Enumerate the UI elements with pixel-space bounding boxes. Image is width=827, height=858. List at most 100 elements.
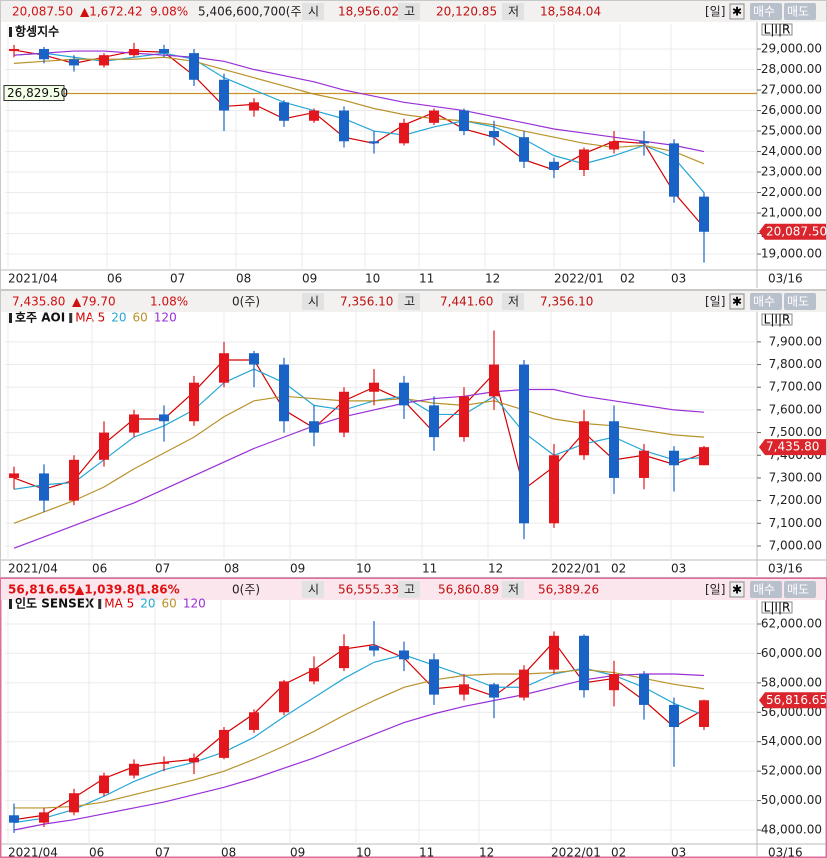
x-tick-label: 07: [170, 272, 185, 286]
header-item: 56,555.33: [338, 583, 399, 597]
candle-body: [189, 53, 199, 80]
y-tick-label: 7,800.00: [769, 357, 822, 371]
y-tick-label: 26,000.00: [761, 103, 822, 117]
candle-body: [249, 353, 259, 365]
header-label-box: [398, 293, 420, 310]
last-price-label: 7,435.80: [766, 440, 819, 454]
candle-body: [369, 646, 379, 651]
candle-body: [489, 364, 499, 397]
sell-button[interactable]: [784, 3, 816, 20]
header-item[interactable]: 매수: [753, 295, 775, 309]
header-label-box: [302, 581, 324, 598]
header-item[interactable]: [일]: [705, 5, 725, 19]
candle-body: [159, 414, 169, 422]
settings-icon[interactable]: [729, 3, 745, 20]
header-item[interactable]: 매수: [753, 5, 775, 19]
candle-body: [579, 149, 589, 170]
x-tick-label: 09: [302, 272, 317, 286]
header-item: 시: [308, 583, 319, 597]
header-item[interactable]: [일]: [705, 583, 725, 597]
header-item: 7,441.60: [440, 295, 493, 309]
title-marker: [9, 599, 12, 609]
candle-body: [189, 757, 199, 763]
candle-body: [39, 812, 49, 823]
axis-date: 03/16: [768, 272, 803, 286]
header-label-box: [502, 293, 524, 310]
candle-body: [609, 141, 619, 150]
candle-body: [669, 450, 679, 466]
header-item: 시: [308, 295, 319, 309]
settings-icon[interactable]: [729, 293, 745, 310]
y-tick-label: 28,000.00: [761, 62, 822, 76]
last-price-box: [759, 223, 826, 240]
last-price-label: 20,087.50: [766, 224, 827, 238]
x-tick-label: 11: [419, 272, 434, 286]
buy-button[interactable]: [750, 293, 782, 310]
header-item[interactable]: [일]: [705, 295, 725, 309]
header-item: 0(주): [232, 295, 260, 309]
y-tick-label: 7,300.00: [769, 470, 822, 484]
lir-glyph: L|I|R: [764, 313, 791, 327]
y-tick-label: 60,000.00: [761, 646, 822, 660]
legend-entry: MA 5: [75, 311, 105, 325]
y-tick-label: 7,700.00: [769, 380, 822, 394]
x-tick-label: 12: [479, 846, 494, 858]
chart-title: 항셍지수: [15, 24, 59, 39]
reference-label: 26,829.50: [7, 86, 68, 100]
legend-marker: [69, 313, 73, 323]
x-tick-label: 03: [671, 562, 686, 576]
candle-body: [309, 421, 319, 433]
header-item: 고: [404, 5, 415, 19]
x-tick-label: 03: [671, 272, 686, 286]
header-item[interactable]: 매수: [753, 583, 775, 597]
candle-body: [159, 762, 169, 764]
axis-date: 03/16: [768, 562, 803, 576]
header-item[interactable]: 매도: [787, 5, 809, 19]
lir-glyph: L|I|R: [764, 23, 791, 37]
sell-button[interactable]: [784, 581, 816, 598]
header-item: 7,435.80: [12, 295, 65, 309]
candle-body: [669, 143, 679, 197]
sell-button[interactable]: [784, 293, 816, 310]
y-tick-label: 48,000.00: [761, 822, 822, 836]
candle-body: [429, 110, 439, 123]
x-tick-label: 12: [488, 562, 503, 576]
x-tick-label: 09: [290, 562, 305, 576]
header-item: 고: [404, 583, 415, 597]
header-item: 고: [404, 295, 415, 309]
settings-glyph: ✱: [732, 5, 742, 19]
candle-body: [609, 421, 619, 478]
y-tick-label: 7,500.00: [769, 425, 822, 439]
candle-body: [519, 669, 529, 698]
y-tick-label: 27,000.00: [761, 83, 822, 97]
y-tick-label: 7,900.00: [769, 334, 822, 348]
legend-entry: 60: [133, 311, 148, 325]
moving-average: [13, 56, 705, 165]
lir-icon: [761, 23, 793, 36]
y-tick-label: 22,000.00: [761, 185, 822, 199]
x-tick-label: 2021/04: [8, 846, 58, 858]
header-item[interactable]: 매도: [787, 295, 809, 309]
y-tick-label: 24,000.00: [761, 144, 822, 158]
candle-body: [189, 382, 199, 422]
x-tick-label: 2021/04: [8, 562, 58, 576]
legend-entry: 20: [140, 597, 155, 611]
candle-body: [459, 396, 469, 438]
candle-body: [369, 382, 379, 392]
candle-body: [399, 122, 409, 144]
candle-body: [519, 137, 529, 162]
x-tick-label: 02: [611, 562, 626, 576]
x-tick-label: 02: [611, 846, 626, 858]
candle-body: [279, 364, 289, 422]
settings-icon[interactable]: [729, 581, 745, 598]
buy-button[interactable]: [750, 581, 782, 598]
x-tick-label: 2022/01: [554, 272, 604, 286]
header-item: 1.86%: [138, 583, 180, 597]
buy-button[interactable]: [750, 3, 782, 20]
legend-entry: 60: [162, 597, 177, 611]
x-tick-label: 06: [92, 562, 107, 576]
header-item[interactable]: 매도: [787, 583, 809, 597]
candle-body: [639, 141, 649, 144]
x-tick-label: 2021/04: [8, 272, 58, 286]
candle-body: [489, 684, 499, 698]
